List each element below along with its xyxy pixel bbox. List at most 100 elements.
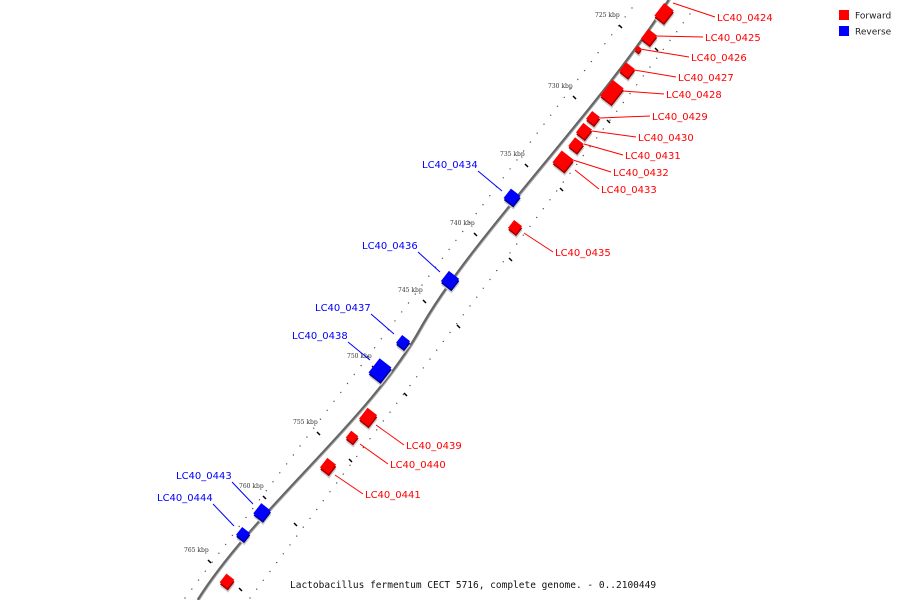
tick-label: 760 kbp bbox=[239, 483, 264, 490]
minor-tick bbox=[482, 204, 484, 206]
forward-gene-label[interactable]: LC40_0435 bbox=[555, 248, 611, 259]
forward-gene-label[interactable]: LC40_0441 bbox=[365, 490, 421, 501]
genome-caption: Lactobacillus fermentum CECT 5716, compl… bbox=[290, 580, 656, 591]
minor-tick bbox=[604, 43, 606, 45]
forward-gene-LC40_0431 bbox=[568, 137, 585, 157]
forward-gene-label[interactable]: LC40_0431 bbox=[625, 151, 681, 162]
minor-tick bbox=[543, 123, 545, 125]
minor-tick bbox=[349, 464, 351, 466]
reverse-gene-label[interactable]: LC40_0444 bbox=[157, 493, 213, 504]
minor-tick bbox=[629, 92, 631, 95]
reverse-gene-LC40_0437 bbox=[395, 334, 411, 354]
forward-gene-label[interactable]: LC40_0427 bbox=[678, 73, 734, 84]
minor-tick bbox=[296, 535, 298, 537]
forward-gene-LC40_0424 bbox=[654, 3, 675, 28]
forward-gene-label[interactable]: LC40_0432 bbox=[613, 168, 669, 179]
minor-tick bbox=[448, 248, 450, 251]
forward-gene-label[interactable]: LC40_0428 bbox=[666, 90, 722, 101]
forward-gene-LC40_0440 bbox=[319, 457, 337, 479]
reverse-gene-label[interactable]: LC40_0438 bbox=[292, 331, 348, 342]
minor-tick bbox=[576, 163, 578, 166]
major-tick bbox=[348, 458, 353, 463]
minor-tick bbox=[346, 382, 349, 385]
gene-leader-line bbox=[622, 90, 665, 95]
minor-tick bbox=[569, 172, 571, 174]
minor-tick bbox=[211, 561, 213, 563]
gene-leader-line bbox=[231, 481, 254, 505]
tick-label: 740 kbp bbox=[450, 220, 475, 227]
gene-leader-line bbox=[334, 474, 364, 495]
minor-tick bbox=[469, 305, 471, 307]
tick-label: 725 kbp bbox=[595, 12, 620, 19]
forward-gene-label[interactable]: LC40_0433 bbox=[601, 185, 657, 196]
major-tick bbox=[618, 24, 623, 29]
minor-tick bbox=[285, 463, 288, 465]
reverse-gene-LC40_0438 bbox=[368, 358, 392, 386]
minor-tick bbox=[292, 454, 295, 456]
major-tick bbox=[207, 559, 212, 564]
reverse-gene-label[interactable]: LC40_0437 bbox=[315, 303, 371, 314]
forward-gene-label[interactable]: LC40_0439 bbox=[406, 441, 462, 452]
forward-gene-LC40_0435 bbox=[358, 407, 378, 431]
minor-tick bbox=[376, 429, 378, 431]
minor-tick bbox=[522, 234, 524, 236]
forward-gene-LC40_0433 bbox=[507, 219, 523, 239]
minor-tick bbox=[589, 146, 591, 148]
minor-tick bbox=[462, 230, 464, 233]
forward-gene-LC40_0429 bbox=[585, 110, 601, 130]
reverse-gene-label[interactable]: LC40_0443 bbox=[176, 471, 232, 482]
minor-tick bbox=[429, 358, 431, 360]
minor-tick bbox=[529, 225, 531, 228]
minor-tick bbox=[252, 507, 254, 510]
reverse-gene-LC40_0434 bbox=[503, 188, 521, 210]
gene-leader-line bbox=[655, 35, 704, 38]
minor-tick bbox=[258, 499, 261, 501]
tick-label: 735 kbp bbox=[500, 151, 525, 158]
minor-tick bbox=[279, 472, 281, 474]
forward-gene-LC40_0441 bbox=[219, 573, 235, 593]
reverse-gene-label[interactable]: LC40_0434 bbox=[422, 160, 478, 171]
forward-gene-label[interactable]: LC40_0424 bbox=[717, 13, 773, 24]
reverse-gene-label[interactable]: LC40_0436 bbox=[362, 241, 418, 252]
forward-gene-label[interactable]: LC40_0430 bbox=[638, 133, 694, 144]
forward-gene-LC40_0427 bbox=[619, 62, 636, 82]
minor-tick bbox=[662, 48, 664, 51]
minor-tick bbox=[218, 552, 220, 554]
minor-tick bbox=[329, 491, 331, 493]
minor-tick bbox=[401, 311, 403, 313]
legend-forward-label: Forward bbox=[855, 12, 891, 22]
legend-reverse-swatch bbox=[839, 26, 849, 36]
minor-tick bbox=[204, 570, 206, 572]
minor-tick bbox=[468, 221, 471, 224]
minor-tick bbox=[656, 57, 658, 59]
minor-tick bbox=[356, 455, 358, 458]
minor-tick bbox=[302, 526, 304, 528]
gene-leader-line bbox=[633, 69, 677, 78]
forward-gene-label[interactable]: LC40_0425 bbox=[705, 33, 761, 44]
minor-tick bbox=[442, 340, 444, 343]
reverse-gene-LC40_0444 bbox=[235, 526, 251, 546]
forward-gene-label[interactable]: LC40_0440 bbox=[390, 460, 446, 471]
tick-label: 765 kbp bbox=[184, 547, 209, 554]
minor-tick bbox=[367, 355, 369, 358]
minor-tick bbox=[602, 128, 604, 130]
minor-tick bbox=[542, 208, 544, 210]
major-tick bbox=[559, 187, 564, 192]
forward-gene-label[interactable]: LC40_0426 bbox=[691, 53, 747, 64]
minor-tick bbox=[449, 331, 451, 334]
minor-tick bbox=[516, 243, 518, 245]
minor-tick bbox=[224, 543, 227, 546]
minor-tick bbox=[563, 96, 565, 99]
forward-gene-label[interactable]: LC40_0429 bbox=[652, 112, 708, 123]
minor-tick bbox=[441, 257, 444, 259]
major-tick bbox=[456, 324, 461, 329]
minor-tick bbox=[256, 588, 258, 590]
gene-leader-line bbox=[583, 143, 624, 156]
minor-tick bbox=[360, 364, 362, 367]
legend: Forward Reverse bbox=[839, 10, 892, 38]
minor-tick bbox=[380, 338, 383, 340]
minor-tick bbox=[456, 323, 458, 325]
minor-tick bbox=[577, 78, 579, 81]
minor-tick bbox=[522, 150, 525, 152]
minor-tick bbox=[322, 500, 324, 502]
